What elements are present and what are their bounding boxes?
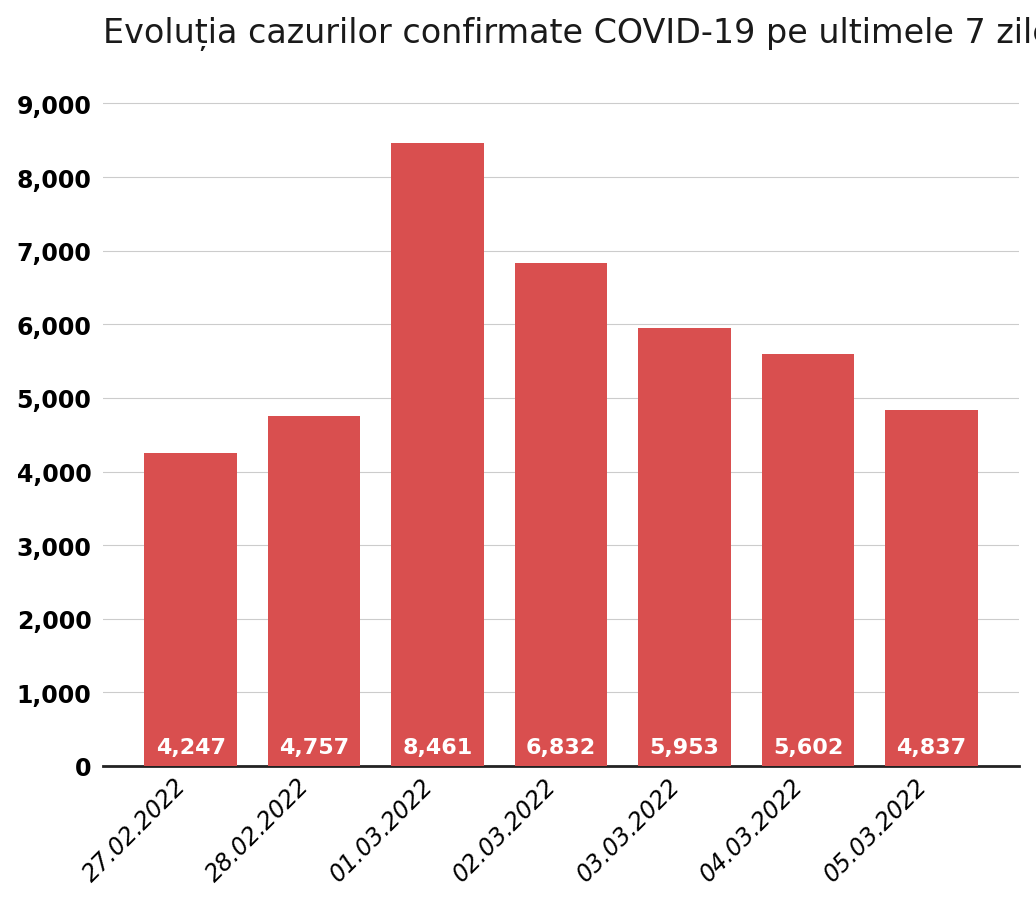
Bar xyxy=(144,454,237,766)
Bar xyxy=(392,144,484,766)
Text: 4,757: 4,757 xyxy=(279,737,349,758)
Text: 8,461: 8,461 xyxy=(402,737,472,758)
Text: 4,837: 4,837 xyxy=(896,737,967,758)
Bar xyxy=(267,417,361,766)
Bar xyxy=(761,354,855,766)
Text: Evoluția cazurilor confirmate COVID-19 pe ultimele 7 zile: Evoluția cazurilor confirmate COVID-19 p… xyxy=(103,16,1036,51)
Bar xyxy=(885,410,978,766)
Bar xyxy=(638,328,730,766)
Text: 4,247: 4,247 xyxy=(155,737,226,758)
Bar xyxy=(515,263,607,766)
Text: 5,953: 5,953 xyxy=(650,737,719,758)
Text: 5,602: 5,602 xyxy=(773,737,843,758)
Text: 6,832: 6,832 xyxy=(526,737,596,758)
